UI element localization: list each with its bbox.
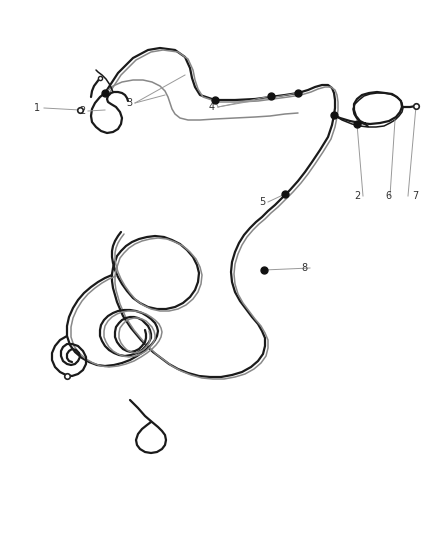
Text: 5: 5 (259, 197, 265, 207)
Text: 8: 8 (301, 263, 307, 273)
Text: 2: 2 (354, 191, 360, 201)
Text: 6: 6 (385, 191, 391, 201)
Text: 7: 7 (412, 191, 418, 201)
Text: 3: 3 (126, 98, 132, 108)
Text: 4: 4 (209, 102, 215, 112)
Text: 2: 2 (79, 106, 85, 116)
Text: 1: 1 (34, 103, 40, 113)
